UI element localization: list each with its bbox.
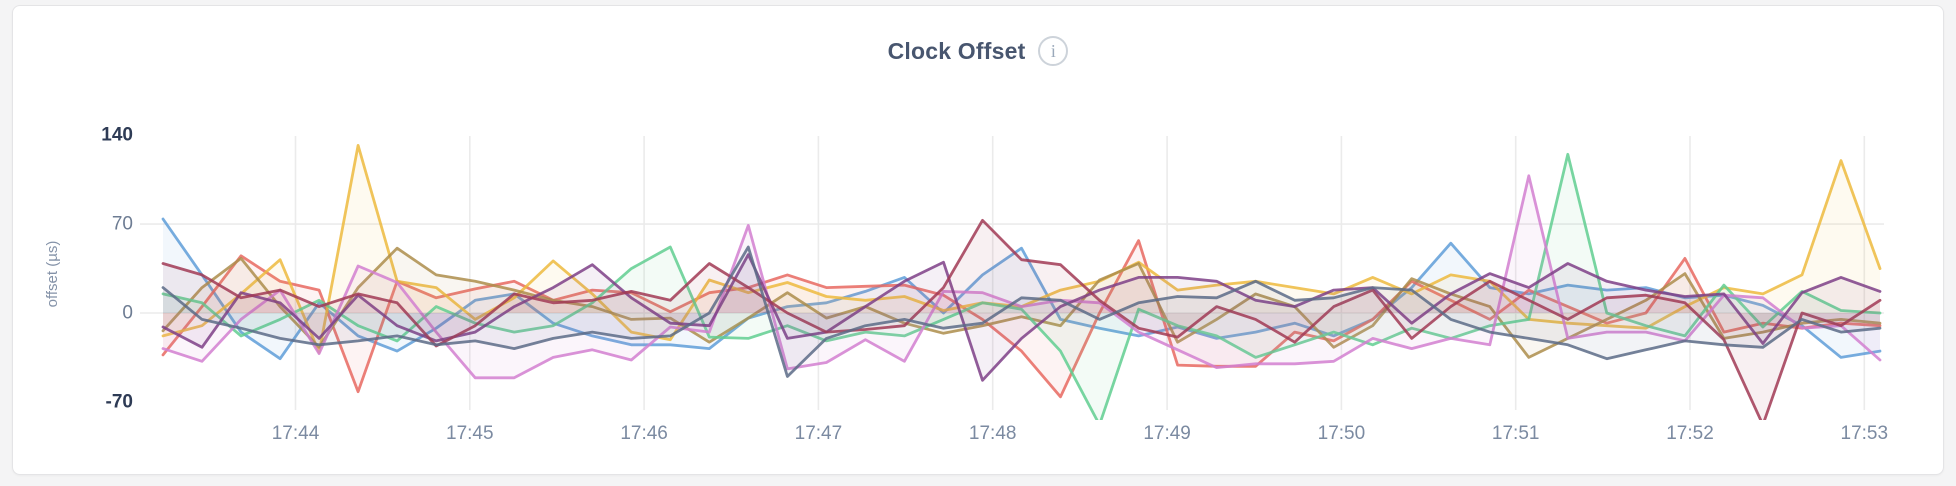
- info-icon[interactable]: i: [1038, 36, 1069, 66]
- y-axis-title: offset (µs): [44, 241, 61, 308]
- info-icon-glyph: i: [1050, 41, 1056, 61]
- x-tick-label: 17:45: [446, 423, 494, 444]
- series-area-node-red: [163, 240, 1880, 397]
- chart-card: Clock Offset i: [12, 5, 1944, 475]
- series-line-node-slate: [161, 245, 1882, 378]
- series-area-node-pink: [163, 175, 1880, 378]
- series-line-node-green: [161, 152, 1882, 420]
- plot-area[interactable]: [161, 144, 1882, 424]
- y-tick-label: -70: [106, 391, 133, 412]
- x-tick-label: 17:48: [969, 423, 1017, 444]
- series-area-node-olive: [163, 248, 1880, 358]
- x-tick-label: 17:46: [620, 423, 668, 444]
- x-tick-label: 17:53: [1841, 423, 1889, 444]
- series-line-node-wine: [161, 218, 1882, 420]
- x-tick-label: 17:44: [272, 423, 320, 444]
- y-tick-label: 0: [122, 303, 133, 324]
- chart-title: Clock Offset: [887, 37, 1026, 64]
- x-tick-label: 17:49: [1143, 423, 1191, 444]
- series-line-node-pink: [161, 174, 1882, 380]
- series-area-node-plum: [163, 254, 1880, 381]
- x-tick-label: 17:47: [795, 423, 843, 444]
- x-tick-label: 17:51: [1492, 423, 1540, 444]
- chart-header: Clock Offset i: [13, 33, 1943, 69]
- series-area-node-slate: [163, 247, 1880, 377]
- series-line-node-red: [161, 239, 1882, 399]
- series-line-node-blue: [161, 217, 1882, 361]
- y-tick-label: 140: [101, 125, 133, 146]
- x-tick-label: 17:52: [1666, 423, 1714, 444]
- y-tick-label: 70: [112, 214, 133, 235]
- series-line-node-olive: [161, 246, 1882, 359]
- x-tick-label: 17:50: [1318, 423, 1366, 444]
- series-area-node-blue: [163, 219, 1880, 359]
